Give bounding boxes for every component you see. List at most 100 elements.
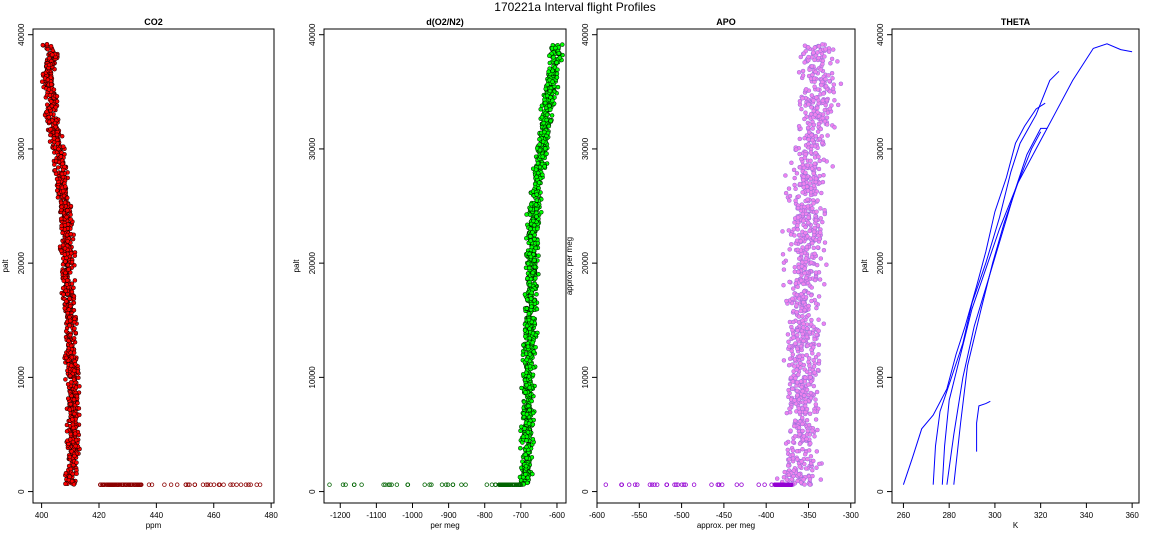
data-point [829,56,835,62]
data-point [788,428,793,433]
data-point [820,115,826,121]
data-point [812,57,817,63]
data-point [792,398,797,403]
surface-point [439,482,445,487]
surface-point [174,482,180,487]
y-axis-label: palt [860,259,869,273]
data-point [532,181,538,187]
data-point [60,230,65,236]
data-point [535,240,541,246]
data-point [781,267,787,272]
data-point [798,343,804,349]
data-point [64,214,69,220]
data-point [814,389,820,395]
data-point [809,93,815,98]
x-tick-label: 440 [150,511,164,520]
data-point [529,290,534,296]
data-point [63,184,68,189]
data-point [818,206,823,211]
data-point [798,238,803,244]
data-point [806,54,811,60]
data-point [808,395,814,401]
data-point [69,393,74,399]
data-point [50,52,55,57]
y-tick-label: 20000 [876,251,885,274]
surface-point [238,482,244,487]
data-point [531,222,537,228]
data-point [794,448,800,454]
data-point [808,375,813,380]
data-point [783,441,789,446]
data-point [807,363,812,368]
data-point [550,79,555,84]
data-point [774,476,780,481]
data-point [822,207,827,213]
data-point [813,217,819,223]
data-point [819,140,825,146]
data-point [800,96,805,101]
data-point [793,186,798,192]
data-point [68,332,73,338]
surface-point [168,482,174,487]
data-point [536,180,542,185]
data-point [797,354,802,360]
data-point [68,379,74,385]
data-point [550,98,555,103]
x-tick-label: 360 [1125,511,1139,520]
data-point [68,401,73,407]
data-point [803,275,809,281]
data-point [796,472,802,477]
data-point [814,332,820,338]
surface-point [691,482,697,487]
x-tick-label: 480 [264,511,278,520]
data-point [49,103,55,109]
y-tick-label: 0 [876,489,885,494]
data-point [813,150,818,156]
y-tick-label: 10000 [308,366,317,389]
data-point [809,254,815,260]
data-point [520,372,526,377]
data-point [807,228,812,234]
data-point [788,232,794,237]
data-point [792,264,798,270]
data-point [543,146,548,151]
x-axis-label: approx. per meg [697,521,755,530]
data-point [63,328,69,334]
data-point [805,220,811,226]
data-point [786,387,791,393]
data-point [801,51,806,56]
data-point [534,214,539,219]
data-point [785,447,791,453]
surface-point [709,482,714,487]
data-point [546,123,552,129]
data-point [71,307,77,313]
data-point [812,337,817,342]
data-point [803,230,808,236]
data-point [69,363,74,368]
data-point [828,61,833,66]
data-point [48,43,54,49]
data-point [810,428,815,434]
data-point [534,198,540,203]
data-point [64,282,70,287]
data-point [48,132,53,138]
data-point [813,402,819,407]
data-point [523,390,528,395]
data-point [821,321,827,326]
data-point [522,426,527,431]
data-point [546,69,551,74]
y-tick-label: 30000 [17,137,26,160]
data-point [808,150,814,155]
data-point [790,331,796,337]
data-point [838,81,844,87]
data-point [47,55,52,61]
data-point [62,305,67,311]
data-point [804,326,810,331]
data-point [832,125,837,130]
data-point [518,428,523,434]
data-point [801,393,807,398]
y-tick-label: 0 [308,489,317,494]
data-point [553,45,558,51]
panel-0: CO2 400 420 440 460 480 0 10000 20000 30000 40000 p… [1,17,278,530]
data-point [796,425,802,430]
